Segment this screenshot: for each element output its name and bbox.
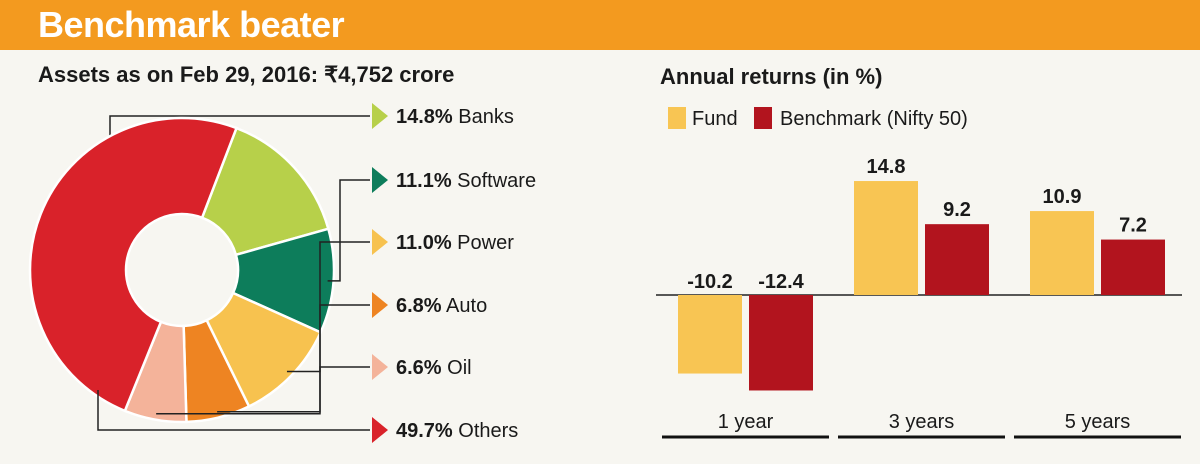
slice-label-oil: 6.6% Oil xyxy=(396,357,472,379)
data-label-benchmark-nifty-50-3-years: 9.2 xyxy=(943,199,971,221)
slice-label-power: 11.0% Power xyxy=(396,232,514,254)
data-label-benchmark-nifty-50-5-years: 7.2 xyxy=(1119,215,1147,237)
legend-swatch-benchmark-nifty-50 xyxy=(754,107,772,129)
arrow-marker-auto xyxy=(372,292,388,318)
slice-label-software: 11.1% Software xyxy=(396,170,536,192)
legend-label-benchmark-nifty-50: Benchmark (Nifty 50) xyxy=(780,108,968,130)
page-title: Benchmark beater xyxy=(38,4,345,45)
slice-label-others: 49.7% Others xyxy=(396,420,518,442)
legend-label-fund: Fund xyxy=(692,108,738,130)
arrow-marker-others xyxy=(372,417,388,443)
arrow-marker-software xyxy=(372,167,388,193)
bar-benchmark-nifty-50-5-years xyxy=(1101,239,1165,295)
category-label-5-years: 5 years xyxy=(1065,411,1131,433)
bar-fund-5-years xyxy=(1030,211,1094,295)
data-label-benchmark-nifty-50-1-year: -12.4 xyxy=(758,271,804,293)
bar-benchmark-nifty-50-1-year xyxy=(749,295,813,391)
category-label-3-years: 3 years xyxy=(889,411,955,433)
assets-chart-title: Assets as on Feb 29, 2016: ₹4,752 crore xyxy=(38,62,455,87)
bar-fund-3-years xyxy=(854,181,918,295)
legend-swatch-fund xyxy=(668,107,686,129)
data-label-fund-3-years: 14.8 xyxy=(867,156,906,178)
leader-line-software xyxy=(327,179,370,282)
slice-label-auto: 6.8% Auto xyxy=(396,295,487,317)
category-label-1-year: 1 year xyxy=(718,411,774,433)
pie-slice-banks xyxy=(200,126,330,257)
slice-label-banks: 14.8% Banks xyxy=(396,106,514,128)
bar-benchmark-nifty-50-3-years xyxy=(925,224,989,295)
leader-line-auto xyxy=(217,304,370,413)
arrow-marker-banks xyxy=(372,103,388,129)
title-banner: Benchmark beater xyxy=(0,0,1200,50)
arrow-marker-oil xyxy=(372,354,388,380)
bar-fund-1-year xyxy=(678,295,742,374)
leader-line-others xyxy=(97,390,370,431)
pie-slice-others xyxy=(28,116,239,413)
leader-line-oil xyxy=(156,366,370,415)
data-label-fund-1-year: -10.2 xyxy=(687,271,733,293)
arrow-marker-power xyxy=(372,229,388,255)
returns-chart-title: Annual returns (in %) xyxy=(660,64,883,89)
data-label-fund-5-years: 10.9 xyxy=(1043,186,1082,208)
